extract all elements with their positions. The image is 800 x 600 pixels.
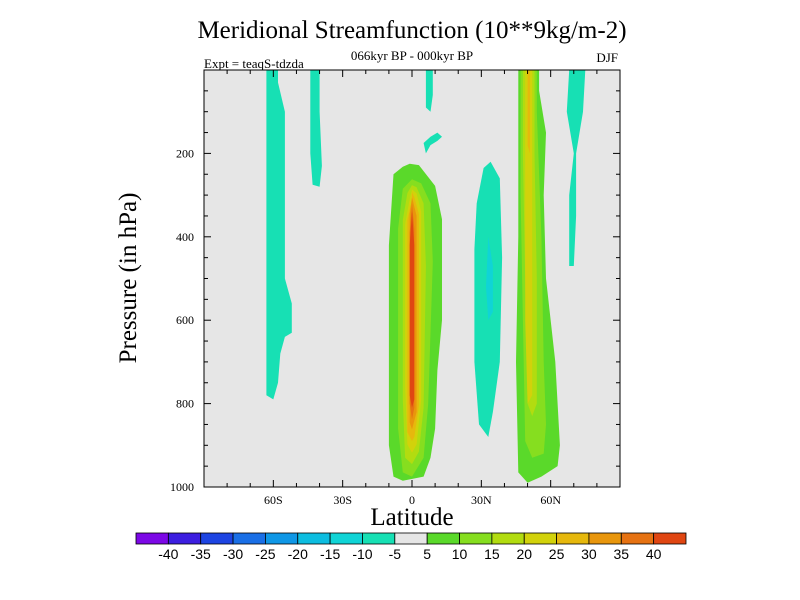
chart-title: Meridional Streamfunction (10**9kg/m-2)	[197, 17, 627, 44]
colorbar-label: 30	[581, 546, 597, 562]
x-tick-label: 30N	[471, 493, 492, 507]
y-tick-label: 800	[176, 397, 194, 411]
experiment-label: Expt = teaqS-tdzda	[204, 56, 304, 71]
colorbar-swatch	[232, 532, 266, 545]
colorbar-swatch	[523, 532, 557, 545]
colorbar-swatch	[491, 532, 525, 545]
colorbar-label: -40	[158, 546, 178, 562]
contour-nh-midlat-core	[527, 70, 530, 154]
colorbar-swatch	[297, 532, 331, 545]
y-tick-label: 1000	[170, 480, 194, 494]
colorbar-label: 5	[423, 546, 431, 562]
colorbar-swatch	[556, 532, 590, 545]
colorbar-swatch	[135, 532, 169, 545]
colorbar-label: 35	[614, 546, 630, 562]
contour-nh-midlat-cell-20	[525, 70, 533, 404]
season-label: DJF	[596, 50, 618, 65]
colorbar-label: -15	[320, 546, 340, 562]
colorbar-label: 40	[646, 546, 662, 562]
contour-nh-polar-strip	[566, 70, 586, 266]
colorbar-label: 20	[516, 546, 532, 562]
contour-sh-polar-cell	[266, 70, 292, 400]
axis-ticks: 60S 30S 0 30N 60N 200 400 600 800 1000	[170, 70, 620, 507]
colorbar-swatch	[588, 532, 622, 545]
colorbar-swatch	[394, 532, 428, 545]
colorbar-label: -20	[288, 546, 308, 562]
chart-subtitle: 066kyr BP - 000kyr BP	[350, 48, 474, 63]
x-tick-label: 60N	[540, 493, 561, 507]
x-tick-label: 0	[409, 493, 415, 507]
colorbar-label: -25	[255, 546, 275, 562]
contour-fill-layer	[266, 70, 586, 483]
colorbar-label: -30	[223, 546, 243, 562]
contour-tropical-core	[409, 211, 415, 408]
colorbar-label: 10	[452, 546, 468, 562]
contour-nh-subtropical-core	[486, 236, 493, 321]
colorbar-swatch	[362, 532, 396, 545]
colorbar-label: 15	[484, 546, 500, 562]
x-axis-title: Latitude	[370, 504, 453, 531]
x-tick-label: 30S	[333, 493, 352, 507]
y-tick-label: 200	[176, 146, 194, 160]
colorbar-label: -5	[389, 546, 402, 562]
colorbar-swatch	[459, 532, 493, 545]
colorbar-label: -35	[191, 546, 211, 562]
colorbar-swatch	[265, 532, 299, 545]
colorbar-swatch	[200, 532, 234, 545]
colorbar-swatch	[426, 532, 460, 545]
y-tick-label: 400	[176, 230, 194, 244]
y-axis-title: Pressure (in hPa)	[115, 193, 142, 364]
y-tick-label: 600	[176, 313, 194, 327]
colorbar-swatch	[329, 532, 363, 545]
contour-equatorial-ring	[423, 132, 442, 154]
x-tick-label: 60S	[264, 493, 283, 507]
colorbar-swatch	[620, 532, 655, 545]
colorbar-label: -10	[352, 546, 372, 562]
colorbar-label: 25	[549, 546, 565, 562]
contour-sh-upper-strip	[310, 70, 322, 187]
colorbar-swatch	[167, 532, 202, 545]
colorbar: -40 -35 -30 -25 -20 -15 -10 -5 5 10 15 20 25 30 35 40	[135, 532, 687, 562]
contour-equatorial-upper-blob	[425, 70, 433, 112]
colorbar-swatch	[653, 532, 687, 545]
